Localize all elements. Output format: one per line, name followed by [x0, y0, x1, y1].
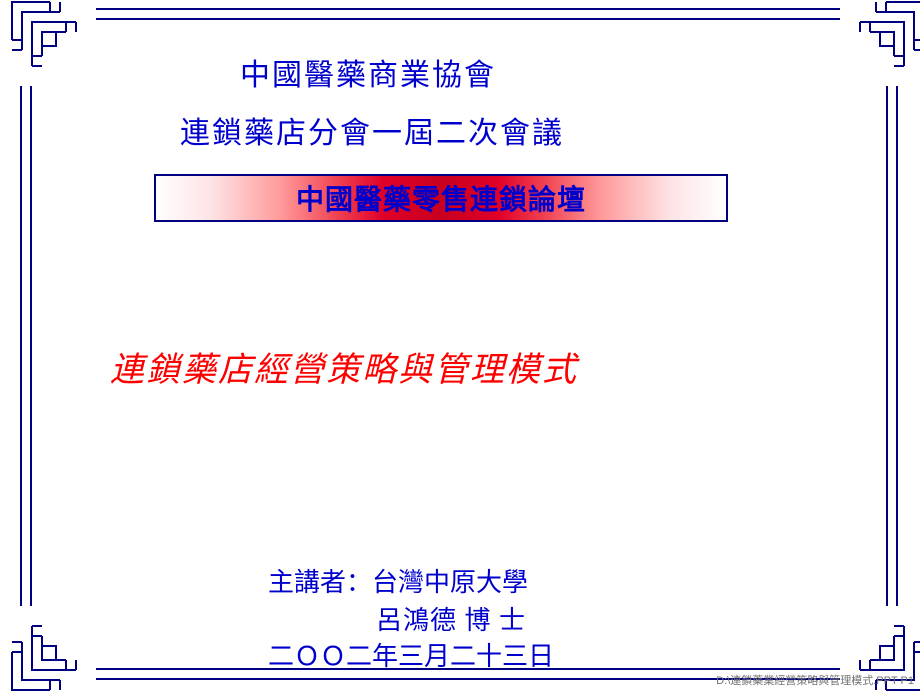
- presentation-date: 二ＯＯ二年三月二十三日: [268, 636, 554, 673]
- corner-ornament-tl: [6, 0, 86, 76]
- forum-title: 中國醫藥零售連鎖論壇: [296, 178, 586, 218]
- presentation-title: 連鎖藥店經營策略與管理模式: [110, 342, 578, 391]
- meeting-name: 連鎖藥店分會一屆二次會議: [180, 108, 564, 152]
- speaker-affiliation: 主講者：台灣中原大學: [268, 562, 528, 599]
- speaker-name: 呂鴻德 博 士: [376, 600, 526, 637]
- corner-ornament-bl: [6, 616, 86, 696]
- corner-ornament-tr: [850, 0, 920, 76]
- file-path-footer: D:\連鎖藥業經營策略與管理模式.PPT P1: [716, 672, 914, 688]
- forum-banner: 中國醫藥零售連鎖論壇: [154, 174, 728, 222]
- org-name: 中國醫藥商業協會: [240, 50, 496, 94]
